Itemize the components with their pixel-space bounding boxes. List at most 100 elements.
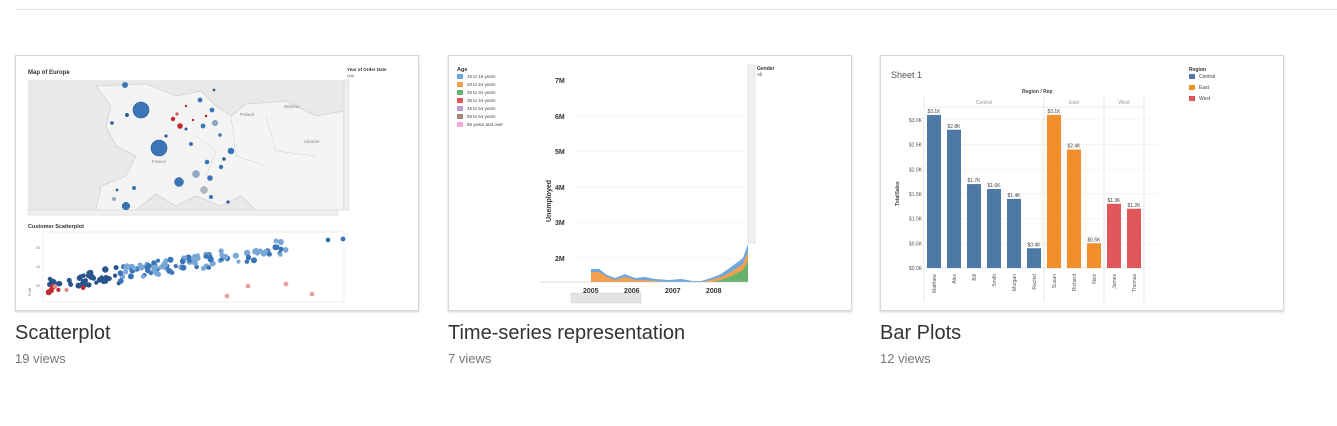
bar-susan[interactable] (1047, 114, 1061, 268)
bar-rachel[interactable] (1027, 248, 1041, 268)
scatter-point (49, 278, 54, 283)
bar-rep-label: Bill (972, 274, 978, 281)
bar-ytick: $0.5K (909, 241, 923, 247)
gender-filter-value[interactable]: All (757, 72, 762, 77)
workbook-title[interactable]: Time-series representation (448, 322, 686, 344)
legend-swatch (457, 74, 463, 79)
bar-thomas[interactable] (1127, 208, 1141, 268)
map-scrollbar[interactable] (343, 79, 350, 211)
horizontal-scrollbar[interactable] (570, 292, 642, 304)
age-legend-title: Age (457, 67, 467, 73)
country-label: Belarus (284, 104, 300, 109)
gender-filter-title: Gender (757, 66, 775, 72)
scatter-point (118, 278, 124, 284)
bar-rep-label: Rachel (1032, 274, 1038, 290)
scatter-point (123, 269, 129, 275)
scatter-point (245, 283, 251, 289)
bar-smith[interactable] (987, 189, 1001, 268)
map-hscrollbar[interactable] (27, 209, 339, 216)
workbook-card-scatterplot[interactable]: Map of Europe Year of Order Date (All) B… (15, 55, 419, 367)
scatter-point (64, 287, 69, 293)
scatter-point (266, 251, 272, 257)
scatter-ytick: 1K (36, 265, 41, 269)
scatter-point (138, 264, 145, 271)
thumbnail-bar-plots[interactable]: Sheet 1 Region / Rep Region Central East… (880, 55, 1284, 311)
scatter-point (132, 266, 137, 271)
legend-swatch (457, 114, 463, 119)
scatter-point (145, 263, 152, 269)
bar-header: Region / Rep (1022, 89, 1053, 95)
bar-value-label: $1.3K (1107, 198, 1121, 204)
scatter-point (218, 248, 224, 254)
scatter-point (162, 262, 168, 268)
legend-swatch (1189, 96, 1195, 101)
bar-value-label: $0.5K (1087, 237, 1101, 243)
bar-rep-label: Thomas (1132, 274, 1138, 293)
bar-rep-label: Morgan (1012, 274, 1018, 291)
map-filter-value: (All) (347, 73, 355, 78)
scatter-point (219, 257, 224, 262)
scatter-point (124, 265, 130, 270)
thumbnail-scatterplot[interactable]: Map of Europe Year of Order Date (All) B… (15, 55, 419, 311)
bar-ytick: $1.0K (909, 217, 923, 223)
ts-xtick: 2008 (706, 288, 722, 295)
scatter-point (88, 274, 94, 280)
ts-ytick: 2M (555, 256, 565, 263)
ts-ytick: 4M (555, 185, 565, 192)
scatter-point (194, 264, 199, 270)
scatter-point (192, 253, 198, 260)
scatter-point (127, 273, 134, 280)
bar-nick[interactable] (1087, 243, 1101, 268)
age-legend: 16 to 19 years 20 to 24 years 25 to 34 y… (457, 74, 504, 127)
age-legend-item: 65 years and over (467, 122, 504, 127)
scatter-point (180, 264, 187, 271)
bar-james[interactable] (1107, 203, 1121, 268)
scatter-point (283, 281, 289, 287)
region-legend-item: Central (1199, 74, 1215, 80)
thumbnail-time-series[interactable]: Age 16 to 19 years 20 to 24 years 25 to … (448, 55, 852, 311)
scatter-point (251, 257, 257, 264)
scatter-point (236, 259, 241, 264)
workbook-title[interactable]: Scatterplot (15, 322, 111, 344)
bar-ytick: $0.0K (909, 266, 923, 272)
vertical-scrollbar[interactable] (747, 64, 756, 244)
bar-value-label: $1.4K (1007, 193, 1021, 199)
bar-rep-label: Matthew (932, 274, 938, 293)
scatter-point (88, 270, 93, 276)
bar-ylabel: TotalSales (895, 181, 901, 206)
scatter-point (243, 249, 251, 257)
scatter-ylabel: Profit (28, 288, 32, 296)
scatter-point (158, 265, 163, 270)
workbook-card-time-series[interactable]: Age 16 to 19 years 20 to 24 years 25 to … (448, 55, 852, 367)
scatter-point (151, 260, 157, 266)
scatter-point (52, 284, 58, 289)
ts-ylabel: Unemployed (546, 180, 553, 222)
age-legend-item: 55 to 64 years (467, 114, 496, 119)
region-legend-item: East (1199, 85, 1210, 91)
bar-value-label: $1.6K (987, 183, 1001, 189)
bar-morgan[interactable] (1007, 198, 1021, 268)
bar-richard[interactable] (1067, 149, 1081, 269)
bar-bill[interactable] (967, 184, 981, 268)
bar-value-label: $3.1K (927, 109, 941, 115)
legend-swatch (457, 106, 463, 111)
bar-matthew[interactable] (927, 114, 941, 268)
scatter-point (219, 252, 225, 258)
scatter-point (56, 287, 61, 292)
scatter-plot-area (42, 231, 345, 303)
bar-value-label: $1.7K (967, 178, 981, 184)
bar-rep-label: Susan (1052, 274, 1058, 288)
scatter-point (140, 274, 146, 279)
scatter-ytick: 0K (36, 284, 41, 288)
scatter-points (45, 236, 346, 299)
workbook-card-bar-plots[interactable]: Sheet 1 Region / Rep Region Central East… (880, 55, 1284, 367)
workbook-title[interactable]: Bar Plots (880, 322, 962, 344)
country-label: Poland (240, 112, 255, 117)
bar-alex[interactable] (947, 129, 961, 268)
ts-xtick: 2005 (583, 288, 599, 295)
scatter-point (152, 264, 158, 270)
scatter-point (340, 236, 346, 242)
bar-rep-label: Richard (1072, 274, 1078, 291)
bar-value-label: $1.2K (1127, 203, 1141, 209)
scatterplot-thumbnail-image: Map of Europe Year of Order Date (All) B… (27, 67, 387, 303)
